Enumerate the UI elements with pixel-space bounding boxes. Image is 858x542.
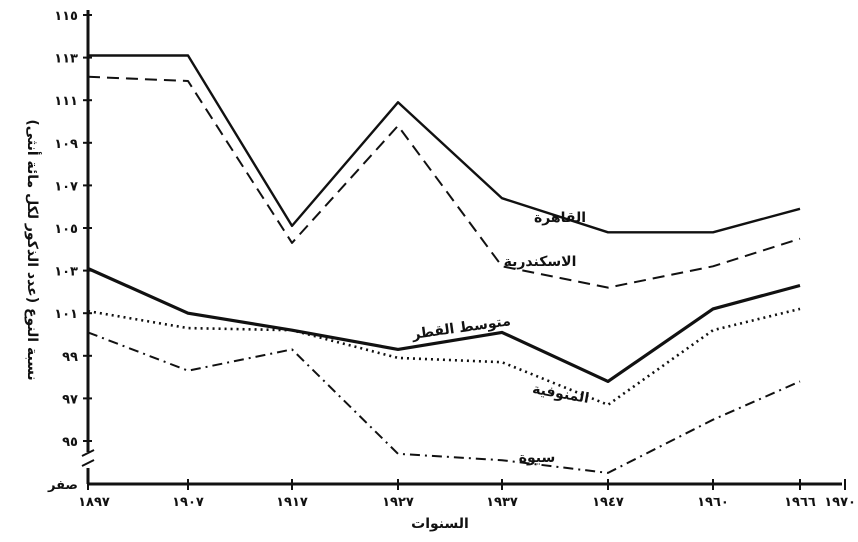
y-tick-label: ١٠٣ xyxy=(54,265,78,280)
y-tick-label: ٩٧ xyxy=(62,392,78,407)
series-line xyxy=(87,75,801,289)
series-line xyxy=(88,54,801,234)
y-tick-label: ١٠٥ xyxy=(54,222,78,237)
x-axis-title: السنوات xyxy=(411,516,469,532)
x-tick-label: ١٩٦٠ xyxy=(697,495,729,510)
x-tick-label: ١٩٢٧ xyxy=(382,495,414,510)
x-tick-label: ١٩٣٧ xyxy=(486,495,518,510)
series-label: القاهرة xyxy=(534,210,586,226)
y-tick-label: ١٠٧ xyxy=(54,179,78,194)
y-tick-label: ٩٩ xyxy=(62,350,78,365)
x-tick-label: ١٩٦٦ xyxy=(784,495,816,510)
series-line xyxy=(87,307,801,407)
series-label: سيوة xyxy=(519,450,556,466)
series-line xyxy=(87,267,801,383)
y-axis-title: نسبة النوع (عدد الذكور لكل مائة أنثى) xyxy=(24,119,42,380)
axes xyxy=(81,10,846,490)
x-tick-label: ١٩٠٧ xyxy=(172,495,204,510)
y-tick-label: ١١١ xyxy=(54,94,78,109)
x-tick-label: ١٩١٧ xyxy=(276,495,308,510)
y-tick-label: ١١٣ xyxy=(54,52,78,67)
y-tick-label: ٩٥ xyxy=(62,435,78,450)
axis-break-mark xyxy=(81,449,95,457)
x-tick-label: ١٩٧٠ xyxy=(824,495,856,510)
y-zero-label: صفر xyxy=(47,478,78,493)
x-tick-label: ١٩٤٧ xyxy=(592,495,624,510)
series-label: المنوفية xyxy=(531,381,590,407)
axis-break-mark xyxy=(81,459,95,467)
y-tick-label: ١١٥ xyxy=(54,9,78,24)
series-line xyxy=(87,331,801,474)
x-tick-label: ١٨٩٧ xyxy=(78,495,110,510)
y-tick-label: ١٠٩ xyxy=(54,137,78,152)
series-lines xyxy=(87,54,801,474)
y-tick-label: ١٠١ xyxy=(54,307,78,322)
series-label: الاسكندرية xyxy=(504,254,577,270)
